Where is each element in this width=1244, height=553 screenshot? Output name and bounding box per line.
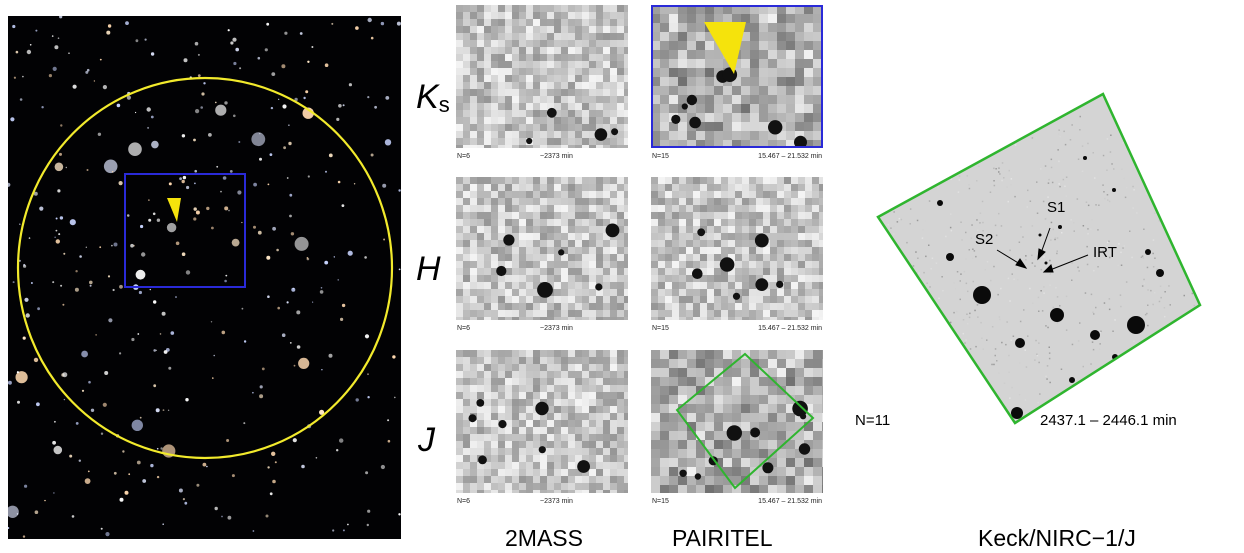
caption-2mass-time: ~2373 min: [540, 325, 573, 332]
arrow-irt-icon: [1042, 254, 1089, 273]
keck-time-range: 2437.1 – 2446.1 min: [1040, 412, 1177, 429]
column-label-pairitel: PAIRITEL: [672, 525, 773, 551]
caption-2mass-n: N=6: [457, 325, 471, 332]
arrow-s1-icon: [1037, 227, 1051, 261]
caption-2mass-time: ~2373 min: [540, 153, 573, 160]
green-footprint-box: [675, 352, 815, 490]
caption-pairitel-time: 15.467 – 21.532 min: [758, 325, 822, 332]
keck-stars: [937, 156, 1164, 419]
keck-panel: [876, 92, 1202, 425]
caption-2mass-n: N=6: [457, 153, 471, 160]
color-field-image: [8, 16, 401, 539]
label-irt: IRT: [1093, 244, 1117, 261]
caption-pairitel-n: N=15: [652, 325, 669, 332]
arrow-s2-icon: [996, 249, 1028, 269]
caption-2mass-time: ~2373 min: [540, 498, 573, 505]
column-label-2mass: 2MASS: [505, 525, 583, 551]
tile-2mass-ks: [456, 5, 628, 148]
green-footprint-box: [876, 92, 1202, 425]
yellow-error-circle: [16, 76, 394, 460]
caption-pairitel-n: N=15: [652, 498, 669, 505]
field-stars: [8, 16, 401, 538]
tile-2mass-h: [456, 177, 628, 320]
band-label-h: H: [416, 250, 441, 288]
caption-pairitel-time: 15.467 – 21.532 min: [758, 498, 822, 505]
column-label-keck: Keck/NIRC−1/J: [978, 525, 1136, 551]
band-label-ks: Ks: [416, 78, 450, 117]
yellow-arrowhead-icon: [167, 198, 181, 222]
caption-2mass-n: N=6: [457, 498, 471, 505]
blue-zoom-box: [124, 173, 246, 288]
band-label-j: J: [418, 421, 435, 459]
caption-pairitel-n: N=15: [652, 153, 669, 160]
caption-pairitel-time: 15.467 – 21.532 min: [758, 153, 822, 160]
tile-pairitel-h: [651, 177, 823, 320]
keck-n-count: N=11: [855, 412, 891, 429]
label-s2: S2: [975, 231, 994, 248]
yellow-arrowhead-icon: [704, 22, 746, 74]
tile-2mass-j: [456, 350, 628, 493]
label-s1: S1: [1047, 199, 1066, 216]
